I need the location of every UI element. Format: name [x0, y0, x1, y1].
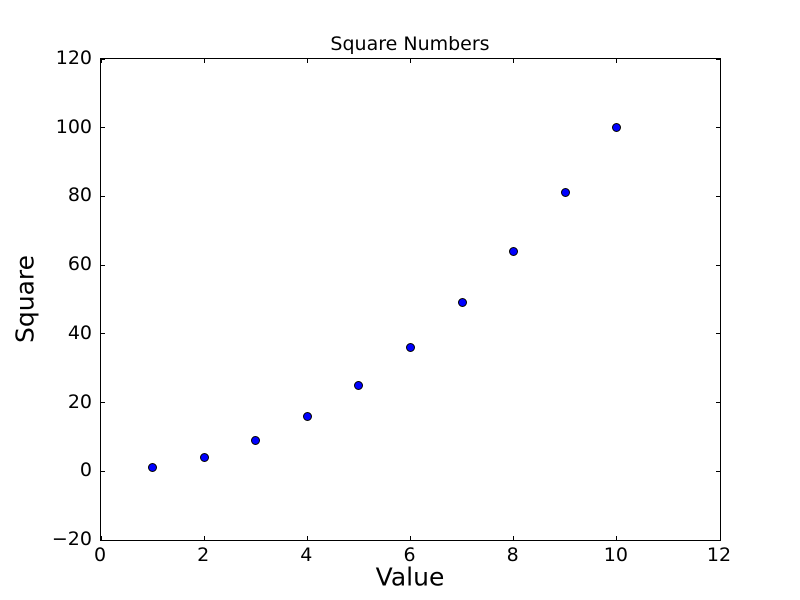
data-point — [302, 411, 312, 421]
y-tick-mark-right — [716, 58, 720, 60]
y-tick-mark-left — [101, 58, 105, 60]
x-tick-mark-top — [513, 59, 515, 63]
x-tick-label: 0 — [93, 544, 107, 566]
data-point — [354, 380, 364, 390]
x-tick-label: 8 — [506, 544, 519, 566]
x-tick-label: 2 — [197, 544, 210, 566]
y-tick-mark-left — [101, 539, 105, 541]
x-tick-mark-bottom — [513, 536, 515, 540]
data-point — [509, 246, 519, 256]
y-tick-label: 0 — [79, 459, 92, 482]
y-tick-mark-left — [101, 195, 105, 197]
plot-area — [100, 58, 721, 541]
y-tick-label: 100 — [55, 115, 92, 138]
data-point — [457, 298, 467, 308]
y-tick-mark-left — [101, 470, 105, 472]
x-tick-mark-bottom — [616, 536, 618, 540]
x-tick-mark-top — [203, 59, 205, 63]
x-tick-mark-top — [100, 59, 102, 63]
y-tick-label: 20 — [67, 390, 92, 413]
x-tick-mark-top — [616, 59, 618, 63]
x-tick-label: 10 — [603, 544, 628, 566]
x-tick-label: 4 — [300, 544, 313, 566]
y-tick-label: 120 — [55, 47, 92, 69]
y-tick-mark-right — [716, 195, 720, 197]
y-tick-label: 80 — [67, 184, 92, 207]
y-tick-mark-right — [716, 264, 720, 266]
y-tick-mark-left — [101, 264, 105, 266]
x-tick-label: 12 — [706, 544, 732, 566]
y-tick-label: 60 — [67, 253, 92, 276]
x-tick-mark-top — [306, 59, 308, 63]
data-point — [560, 188, 570, 198]
y-tick-mark-right — [716, 539, 720, 541]
x-tick-mark-bottom — [100, 536, 102, 540]
x-tick-mark-bottom — [719, 536, 721, 540]
x-tick-mark-bottom — [306, 536, 308, 540]
x-tick-mark-bottom — [203, 536, 205, 540]
data-point — [612, 123, 622, 133]
y-tick-mark-left — [101, 402, 105, 404]
x-axis-label: Value — [375, 562, 445, 592]
x-tick-mark-top — [410, 59, 411, 63]
x-tick-mark-bottom — [410, 536, 411, 540]
x-tick-mark-top — [719, 59, 721, 63]
y-tick-mark-right — [716, 402, 720, 404]
y-tick-mark-left — [101, 127, 105, 129]
y-tick-mark-right — [716, 127, 720, 129]
data-point — [251, 435, 261, 445]
data-point — [406, 343, 415, 353]
y-tick-mark-left — [101, 333, 105, 335]
x-tick-label: 6 — [403, 544, 416, 566]
y-tick-label: 40 — [67, 321, 92, 344]
data-point — [148, 463, 158, 473]
y-tick-mark-right — [716, 333, 720, 335]
y-tick-mark-right — [716, 470, 720, 472]
data-point — [199, 453, 209, 463]
chart-title: Square Numbers — [330, 33, 490, 55]
y-tick-label: −20 — [51, 528, 92, 550]
